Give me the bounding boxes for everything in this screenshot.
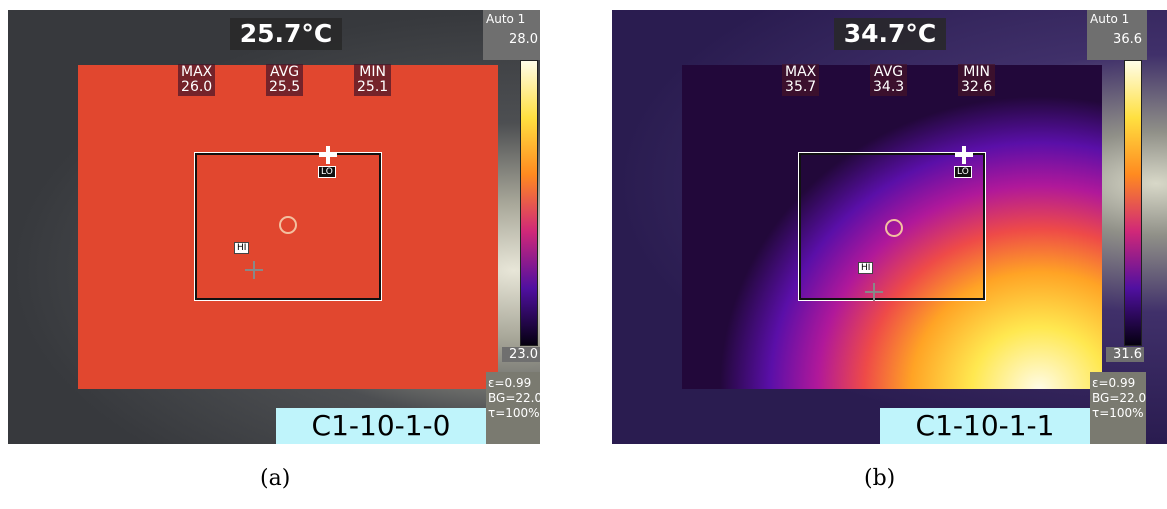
- emissivity: ε=0.99: [1092, 376, 1144, 391]
- stat-value: 32.6: [961, 80, 992, 95]
- mode: Auto 1: [1090, 12, 1129, 26]
- scale-max: 36.6: [1090, 32, 1142, 47]
- center-marker: [885, 219, 903, 237]
- emissivity: ε=0.99: [488, 376, 540, 391]
- stat-value: 26.0: [181, 80, 212, 95]
- transmission: τ=100%: [488, 406, 540, 421]
- stat-label: MIN: [961, 65, 992, 80]
- background: BG=22.0: [1092, 391, 1144, 406]
- hi-marker: [865, 283, 883, 301]
- lo-tag: LO: [318, 166, 336, 178]
- scale-max: 28.0: [486, 32, 538, 47]
- color-bar: [1124, 60, 1142, 346]
- stat-label: AVG: [873, 65, 904, 80]
- image-id: C1-10-1-0: [276, 408, 486, 444]
- stat-value: 25.5: [269, 80, 300, 95]
- lo-tag: LO: [954, 166, 972, 178]
- lo-marker: [955, 146, 973, 164]
- scale-min: 23.0: [502, 347, 540, 362]
- transmission: τ=100%: [1092, 406, 1144, 421]
- stat-label: AVG: [269, 65, 300, 80]
- hi-marker: [245, 261, 263, 279]
- page: (() => { const data = JSON.parse(documen…: [0, 0, 1167, 509]
- hi-tag: HI: [234, 242, 249, 254]
- stat-label: MAX: [181, 65, 212, 80]
- caption: (b): [864, 466, 895, 491]
- stat-value: 25.1: [357, 80, 388, 95]
- background: BG=22.0: [488, 391, 540, 406]
- temperature: 25.7°C: [230, 18, 342, 50]
- temperature: 34.7°C: [834, 18, 946, 50]
- lo-marker: [319, 146, 337, 164]
- scale-min: 31.6: [1106, 347, 1144, 362]
- color-bar: [520, 60, 538, 346]
- stat-value: 35.7: [785, 80, 816, 95]
- mode: Auto 1: [486, 12, 525, 26]
- stat-label: MIN: [357, 65, 388, 80]
- hi-tag: HI: [858, 262, 873, 274]
- center-marker: [279, 216, 297, 234]
- caption: (a): [260, 466, 290, 491]
- image-id: C1-10-1-1: [880, 408, 1090, 444]
- stat-label: MAX: [785, 65, 816, 80]
- stat-value: 34.3: [873, 80, 904, 95]
